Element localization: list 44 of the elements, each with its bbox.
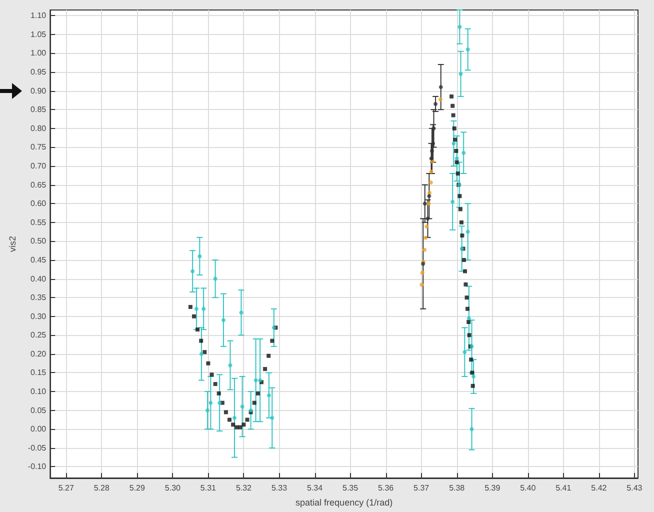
y-tick-label: 0.55 <box>30 218 47 227</box>
x-tick-label: 5.37 <box>414 484 430 492</box>
x-tick-label: 5.31 <box>200 484 217 492</box>
y-tick-label: 0.50 <box>30 236 47 246</box>
x-tick-label: 5.30 <box>164 484 182 492</box>
y-tick-label: 0.35 <box>30 293 47 302</box>
y-tick-label: 0.25 <box>30 330 47 340</box>
y-axis-title: vis2 <box>8 236 18 252</box>
y-tick-label: 0.00 <box>30 424 47 434</box>
y-tick-label: 0.85 <box>30 105 47 114</box>
x-tick-label: 5.41 <box>556 484 572 492</box>
x-axis-title: spatial frequency (1/rad) <box>296 498 393 508</box>
x-tick-label: 5.32 <box>236 484 252 492</box>
x-tick-label: 5.39 <box>484 484 501 492</box>
x-tick-label: 5.35 <box>342 484 359 492</box>
x-tick-label: 5.42 <box>591 484 608 492</box>
y-tick-label: 1.00 <box>30 48 47 58</box>
x-tick-label: 5.28 <box>94 484 110 492</box>
y-tick-label: 0.60 <box>30 199 47 208</box>
x-tick-label: 5.33 <box>271 484 288 492</box>
x-tick-label: 5.43 <box>626 484 643 492</box>
y-tick-label: 0.15 <box>30 368 47 378</box>
y-tick-label: 0.40 <box>30 274 47 284</box>
y-tick-label: 0.10 <box>30 387 47 396</box>
y-tick-label: 0.20 <box>30 349 47 358</box>
y-tick-label: 0.05 <box>30 406 47 415</box>
y-tick-label: 1.05 <box>30 30 47 39</box>
y-tick-label: 0.30 <box>30 312 47 321</box>
y-tick-label: -0.05 <box>28 443 47 452</box>
y-tick-label: 0.90 <box>30 86 47 96</box>
y-tick-label: 0.80 <box>30 124 47 133</box>
x-tick-label: 5.36 <box>378 484 394 492</box>
y-tick-label: 0.45 <box>30 255 47 264</box>
y-tick-label: 0.75 <box>30 142 47 152</box>
x-tick-label: 5.38 <box>449 484 466 492</box>
y-tick-label: 0.65 <box>30 180 47 190</box>
x-tick-label: 5.34 <box>306 484 324 492</box>
x-tick-label: 5.27 <box>58 484 74 492</box>
x-tick-label: 5.29 <box>129 484 146 492</box>
y-tick-label: -0.10 <box>28 462 47 472</box>
x-tick-label: 5.40 <box>520 484 536 492</box>
y-tick-label: 0.70 <box>30 162 47 170</box>
y-tick-label: 0.95 <box>30 68 47 77</box>
y-tick-label: 1.10 <box>30 11 47 20</box>
